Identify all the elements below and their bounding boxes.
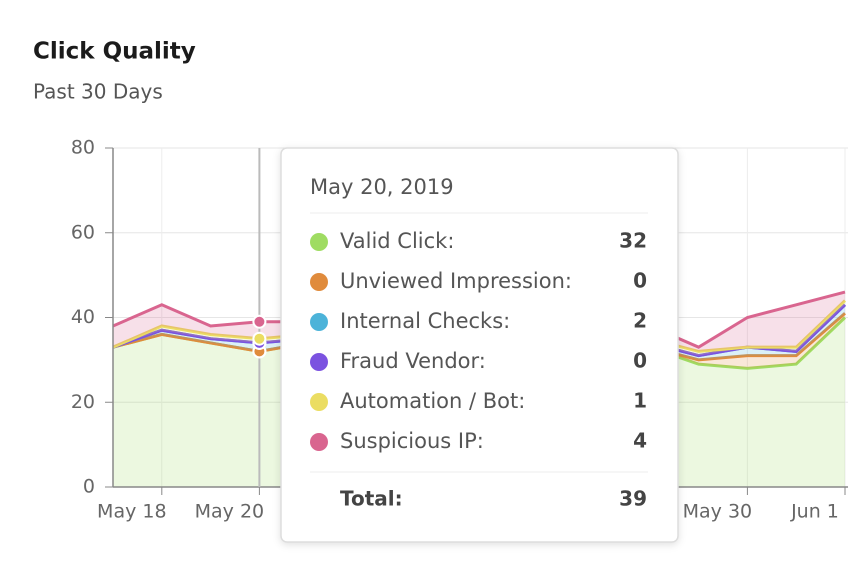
tooltip: May 20, 2019 Valid Click: 32 Unviewed Impre… [280, 147, 679, 543]
x-tick-label: May 20 [195, 501, 265, 523]
tooltip-total-label: Total: [340, 487, 403, 511]
y-tick-label: 40 [71, 306, 95, 328]
tooltip-label: Suspicious IP: [340, 429, 484, 453]
tooltip-label: Fraud Vendor: [340, 349, 486, 373]
area [113, 313, 845, 369]
hover-marker [252, 314, 267, 329]
legend-dot [310, 233, 328, 251]
tooltip-value: 1 [633, 389, 647, 413]
area [113, 304, 845, 360]
x-tick-label: May 30 [683, 501, 753, 523]
hover-marker [252, 331, 267, 346]
tooltip-box [280, 147, 679, 543]
tooltip-label: Unviewed Impression: [340, 269, 572, 293]
tooltip-value: 0 [633, 349, 647, 373]
tooltip-value: 4 [633, 429, 647, 453]
legend-dot [310, 313, 328, 331]
legend-dot [310, 433, 328, 451]
y-tick-label: 60 [71, 221, 95, 243]
tooltip-value: 32 [619, 229, 647, 253]
y-tick-label: 0 [83, 476, 95, 498]
tooltip-title: May 20, 2019 [310, 175, 454, 199]
tooltip-value: 0 [633, 269, 647, 293]
tooltip-label: Automation / Bot: [340, 389, 525, 413]
tooltip-total: 39 [619, 487, 647, 511]
y-tick-label: 20 [71, 391, 95, 413]
legend-dot [310, 273, 328, 291]
chart-title: Click Quality [33, 39, 196, 65]
y-tick-label: 80 [71, 137, 95, 159]
x-tick-label: Jun 1 [790, 501, 839, 523]
chart-subtitle: Past 30 Days [33, 80, 163, 104]
x-tick-label: May 18 [97, 501, 167, 523]
tooltip-value: 2 [633, 309, 647, 333]
legend-dot [310, 353, 328, 371]
tooltip-label: Valid Click: [340, 229, 454, 253]
legend-dot [310, 393, 328, 411]
tooltip-label: Internal Checks: [340, 309, 510, 333]
